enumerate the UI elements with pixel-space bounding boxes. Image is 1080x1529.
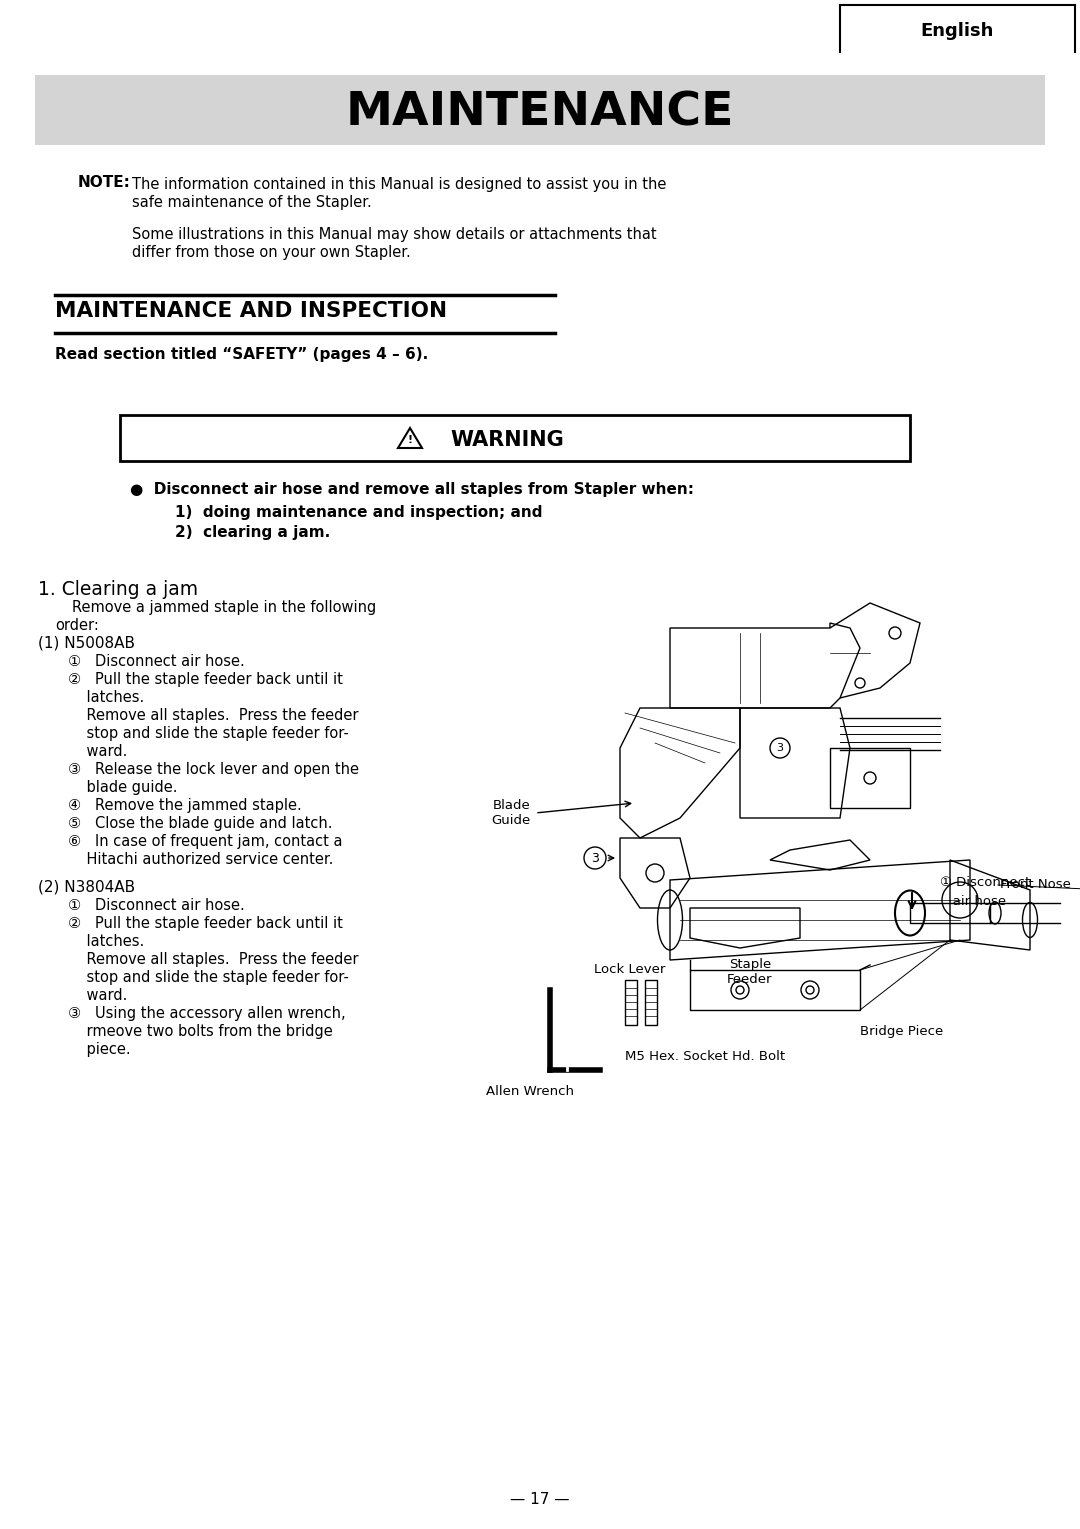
Text: Lock Lever: Lock Lever [594, 963, 665, 976]
Text: Front Nose: Front Nose [1000, 879, 1071, 891]
Text: Read section titled “SAFETY” (pages 4 – 6).: Read section titled “SAFETY” (pages 4 – … [55, 347, 429, 362]
Text: 1. Clearing a jam: 1. Clearing a jam [38, 579, 198, 599]
Text: Remove a jammed staple in the following: Remove a jammed staple in the following [72, 599, 376, 615]
Text: Allen Wrench: Allen Wrench [486, 1086, 573, 1098]
Text: English: English [921, 23, 995, 40]
Text: (2) N3804AB: (2) N3804AB [38, 881, 135, 894]
Text: 1)  doing maintenance and inspection; and: 1) doing maintenance and inspection; and [175, 505, 542, 520]
Text: ward.: ward. [68, 745, 127, 758]
Bar [831, 748, 910, 807]
Text: ③   Using the accessory allen wrench,: ③ Using the accessory allen wrench, [68, 1006, 346, 1021]
Text: (1) N5008AB: (1) N5008AB [38, 636, 135, 651]
Bar [625, 980, 637, 1024]
Text: piece.: piece. [68, 1041, 131, 1057]
Text: ward.: ward. [68, 988, 127, 1003]
Text: ①   Disconnect air hose.: ① Disconnect air hose. [68, 898, 245, 913]
Bar [645, 980, 657, 1024]
Bar [120, 414, 910, 462]
Text: latches.: latches. [68, 690, 145, 705]
Text: safe maintenance of the Stapler.: safe maintenance of the Stapler. [132, 196, 372, 209]
Text: !: ! [407, 434, 413, 445]
Text: air hose: air hose [940, 894, 1007, 908]
Text: ●  Disconnect air hose and remove all staples from Stapler when:: ● Disconnect air hose and remove all sta… [130, 482, 694, 497]
Text: 3: 3 [591, 852, 599, 864]
Text: 3: 3 [777, 743, 783, 752]
Text: WARNING: WARNING [450, 430, 564, 450]
Text: stop and slide the staple feeder for-: stop and slide the staple feeder for- [68, 726, 349, 742]
Bar [910, 904, 990, 924]
Text: differ from those on your own Stapler.: differ from those on your own Stapler. [132, 245, 410, 260]
Text: Hitachi authorized service center.: Hitachi authorized service center. [68, 852, 334, 867]
Text: Remove all staples.  Press the feeder: Remove all staples. Press the feeder [68, 953, 359, 966]
Text: blade guide.: blade guide. [68, 780, 177, 795]
Text: MAINTENANCE AND INSPECTION: MAINTENANCE AND INSPECTION [55, 301, 447, 321]
Text: — 17 —: — 17 — [510, 1492, 570, 1508]
Text: ④   Remove the jammed staple.: ④ Remove the jammed staple. [68, 798, 301, 813]
Text: Remove all staples.  Press the feeder: Remove all staples. Press the feeder [68, 708, 359, 723]
Text: ①   Disconnect air hose.: ① Disconnect air hose. [68, 654, 245, 670]
Text: stop and slide the staple feeder for-: stop and slide the staple feeder for- [68, 969, 349, 985]
Text: ⑤   Close the blade guide and latch.: ⑤ Close the blade guide and latch. [68, 816, 333, 830]
Text: ⑥   In case of frequent jam, contact a: ⑥ In case of frequent jam, contact a [68, 833, 342, 849]
Text: order:: order: [55, 618, 99, 633]
Text: 2)  clearing a jam.: 2) clearing a jam. [175, 524, 330, 540]
Text: rmeove two bolts from the bridge: rmeove two bolts from the bridge [68, 1024, 333, 1040]
Text: ②   Pull the staple feeder back until it: ② Pull the staple feeder back until it [68, 916, 342, 931]
Text: ②   Pull the staple feeder back until it: ② Pull the staple feeder back until it [68, 673, 342, 687]
Text: Bridge Piece: Bridge Piece [860, 1024, 943, 1038]
Text: Some illustrations in this Manual may show details or attachments that: Some illustrations in this Manual may sh… [132, 226, 657, 242]
Text: MAINTENANCE: MAINTENANCE [346, 90, 734, 136]
Bar [35, 75, 1045, 145]
Text: NOTE:: NOTE: [78, 174, 131, 190]
Text: M5 Hex. Socket Hd. Bolt: M5 Hex. Socket Hd. Bolt [625, 1050, 785, 1063]
Text: ① Disconnect: ① Disconnect [940, 876, 1030, 888]
Text: Blade
Guide: Blade Guide [490, 800, 530, 827]
Text: latches.: latches. [68, 934, 145, 950]
Text: Staple
Feeder: Staple Feeder [727, 959, 773, 986]
Text: The information contained in this Manual is designed to assist you in the: The information contained in this Manual… [132, 177, 666, 193]
Text: ③   Release the lock lever and open the: ③ Release the lock lever and open the [68, 761, 359, 777]
